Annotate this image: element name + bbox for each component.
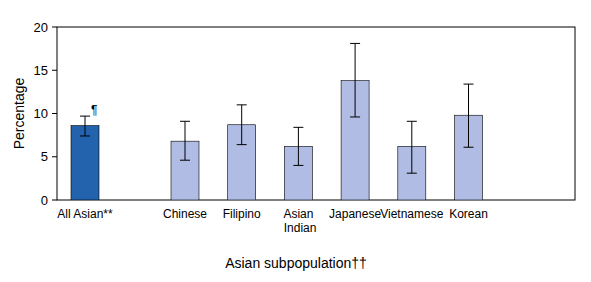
error-bar [350,43,360,117]
x-axis-label: Asian subpopulation†† [225,255,367,271]
y-tick-label: 15 [34,63,48,78]
y-tick [52,113,57,114]
error-bar [80,116,90,136]
bars [71,43,483,200]
y-tick [52,156,57,157]
x-tick-label: Japanese [329,207,381,221]
x-tick-label: All Asian** [57,207,113,221]
error-bar [293,127,303,165]
y-tick [52,70,57,71]
y-tick-label: 20 [34,20,48,35]
annotation: ¶ [91,103,97,117]
x-tick-label-line: Asian [283,207,313,221]
chart-svg: 0 5 10 15 20 Percentage All Asian** Chinese Fili… [0,0,591,282]
x-tick-label: Chinese [163,207,207,221]
chart-container: 0 5 10 15 20 Percentage All Asian** Chinese Fili… [0,0,591,282]
x-tick-label: Filipino [223,207,261,221]
error-bar [180,121,190,160]
error-bar [464,84,474,147]
error-bar [407,121,417,173]
error-bar [237,105,247,145]
x-tick-label: Asian Indian [280,207,316,235]
x-tick-label: Vietnamese [380,207,443,221]
y-axis-label: Percentage [11,77,27,149]
y-tick-label: 10 [34,106,48,121]
x-tick-label-line: Indian [280,221,316,235]
y-tick [52,200,57,201]
plot-frame [57,27,575,200]
y-tick [52,27,57,28]
bar [71,126,99,200]
y-tick-label: 0 [41,193,48,208]
y-tick-label: 5 [41,149,48,164]
x-tick-label: Korean [449,207,488,221]
